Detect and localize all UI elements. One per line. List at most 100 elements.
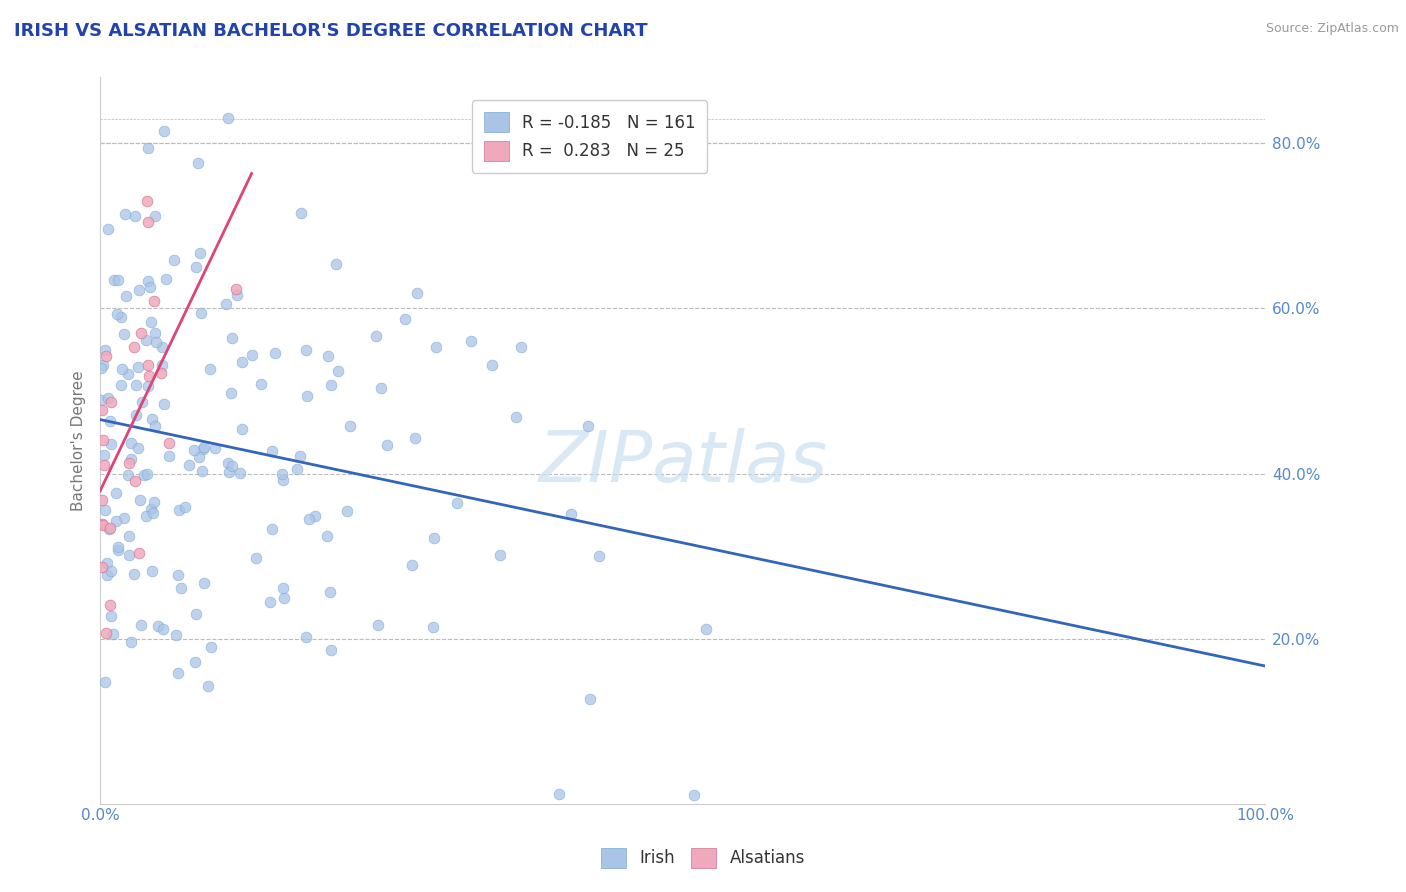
Point [225,288,247,302]
Point [191,464,214,478]
Point [120,452,142,467]
Point [225,282,247,296]
Point [98,599,121,613]
Point [271,467,294,481]
Point [117,468,139,483]
Point [91,518,114,533]
Point [153,124,176,138]
Point [422,620,444,634]
Point [295,388,318,402]
Point [325,257,347,271]
Point [94,343,117,357]
Point [231,422,253,436]
Point [250,376,273,391]
Point [200,640,222,655]
Point [127,442,149,456]
Point [128,283,150,297]
Point [128,546,150,560]
Point [124,210,146,224]
Point [510,340,533,354]
Point [105,515,128,529]
Point [174,500,197,514]
Point [150,358,173,372]
Point [560,508,582,522]
Point [118,456,141,470]
Point [124,475,146,489]
Point [682,789,704,803]
Point [481,359,503,373]
Point [260,444,283,458]
Point [135,333,157,347]
Point [588,549,610,563]
Point [170,581,193,595]
Point [271,581,294,595]
Point [91,359,114,373]
Point [93,675,115,690]
Point [155,272,177,286]
Point [100,609,122,624]
Point [96,568,118,582]
Point [98,522,121,536]
Point [579,692,602,706]
Legend: Irish, Alsatians: Irish, Alsatians [595,841,811,875]
Point [425,340,447,354]
Legend: R = -0.185   N = 161, R =  0.283   N = 25: R = -0.185 N = 161, R = 0.283 N = 25 [472,100,707,173]
Point [231,355,253,369]
Point [190,306,212,320]
Point [107,273,129,287]
Point [139,502,162,516]
Point [110,310,132,325]
Point [290,205,312,219]
Point [150,366,173,380]
Point [217,456,239,470]
Point [139,279,162,293]
Point [143,326,166,340]
Point [136,141,159,155]
Point [319,585,342,599]
Point [316,349,339,363]
Point [141,412,163,426]
Point [143,210,166,224]
Point [167,567,190,582]
Point [217,111,239,125]
Point [304,508,326,523]
Point [298,512,321,526]
Point [91,434,114,448]
Point [122,340,145,354]
Point [97,222,120,236]
Point [295,630,318,644]
Point [188,246,211,260]
Point [167,503,190,517]
Point [157,435,180,450]
Point [245,551,267,566]
Point [460,334,482,349]
Point [91,560,114,574]
Point [193,440,215,454]
Point [404,431,426,445]
Point [96,349,118,363]
Text: Source: ZipAtlas.com: Source: ZipAtlas.com [1265,22,1399,36]
Point [321,643,343,657]
Point [96,391,118,405]
Point [142,506,165,520]
Point [197,679,219,693]
Point [259,595,281,609]
Point [94,625,117,640]
Point [191,442,214,457]
Point [122,566,145,581]
Point [446,496,468,510]
Point [198,361,221,376]
Point [288,449,311,463]
Point [115,289,138,303]
Point [129,618,152,632]
Point [423,531,446,545]
Point [364,329,387,343]
Point [221,331,243,345]
Point [143,419,166,434]
Point [167,665,190,680]
Point [120,435,142,450]
Point [150,341,173,355]
Point [188,450,211,465]
Point [183,443,205,458]
Point [135,509,157,524]
